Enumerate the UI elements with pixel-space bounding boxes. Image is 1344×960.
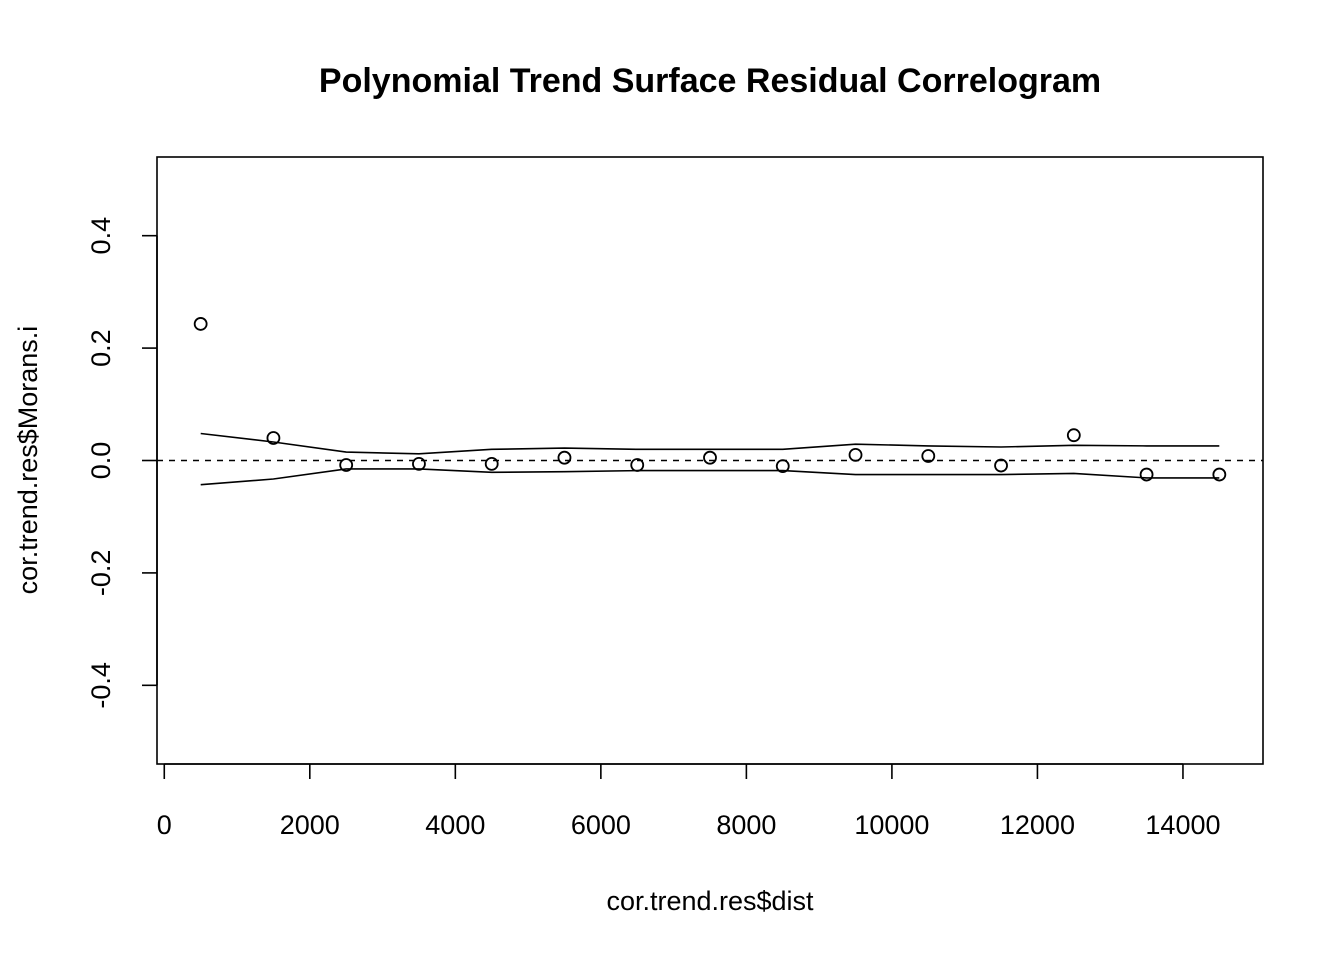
morans-i-point bbox=[1139, 467, 1154, 482]
x-tick-label: 0 bbox=[157, 810, 172, 840]
x-tick-label: 6000 bbox=[571, 810, 631, 840]
y-tick-label: -0.2 bbox=[86, 550, 116, 597]
morans-i-point bbox=[557, 450, 572, 465]
morans-i-point bbox=[994, 458, 1008, 473]
x-axis: 0 2000 4000 6000 8000 10000 12000 14000 bbox=[157, 763, 1221, 840]
y-axis-label: cor.trend.res$Morans.i bbox=[13, 326, 43, 595]
morans-i-point bbox=[339, 458, 354, 472]
x-tick-label: 8000 bbox=[716, 810, 776, 840]
morans-i-point bbox=[266, 431, 281, 445]
morans-i-point bbox=[703, 450, 717, 465]
morans-i-point bbox=[775, 459, 790, 474]
x-tick-label: 4000 bbox=[425, 810, 485, 840]
morans-i-point bbox=[848, 447, 863, 462]
y-tick-label: 0.2 bbox=[86, 329, 116, 367]
y-tick-label: 0.0 bbox=[86, 442, 116, 480]
morans-i-point bbox=[1212, 467, 1227, 482]
x-tick-label: 10000 bbox=[854, 810, 929, 840]
morans-i-point bbox=[193, 317, 208, 331]
chart-title: Polynomial Trend Surface Residual Correl… bbox=[319, 62, 1101, 100]
lower-envelope-line bbox=[200, 468, 1220, 486]
x-axis-label: cor.trend.res$dist bbox=[606, 886, 814, 916]
morans-i-point bbox=[630, 458, 645, 472]
x-tick-label: 14000 bbox=[1145, 810, 1220, 840]
x-tick-label: 12000 bbox=[1000, 810, 1075, 840]
y-axis: -0.4 -0.2 0.0 0.2 0.4 bbox=[86, 217, 158, 709]
morans-i-point bbox=[484, 456, 499, 471]
y-tick-label: -0.4 bbox=[86, 662, 116, 709]
upper-envelope-line bbox=[200, 432, 1220, 455]
x-tick-label: 2000 bbox=[280, 810, 340, 840]
y-tick-label: 0.4 bbox=[86, 217, 116, 255]
morans-i-point bbox=[1066, 428, 1081, 443]
morans-i-point bbox=[412, 456, 426, 471]
morans-i-point bbox=[921, 449, 936, 463]
series-layer bbox=[193, 317, 1227, 486]
